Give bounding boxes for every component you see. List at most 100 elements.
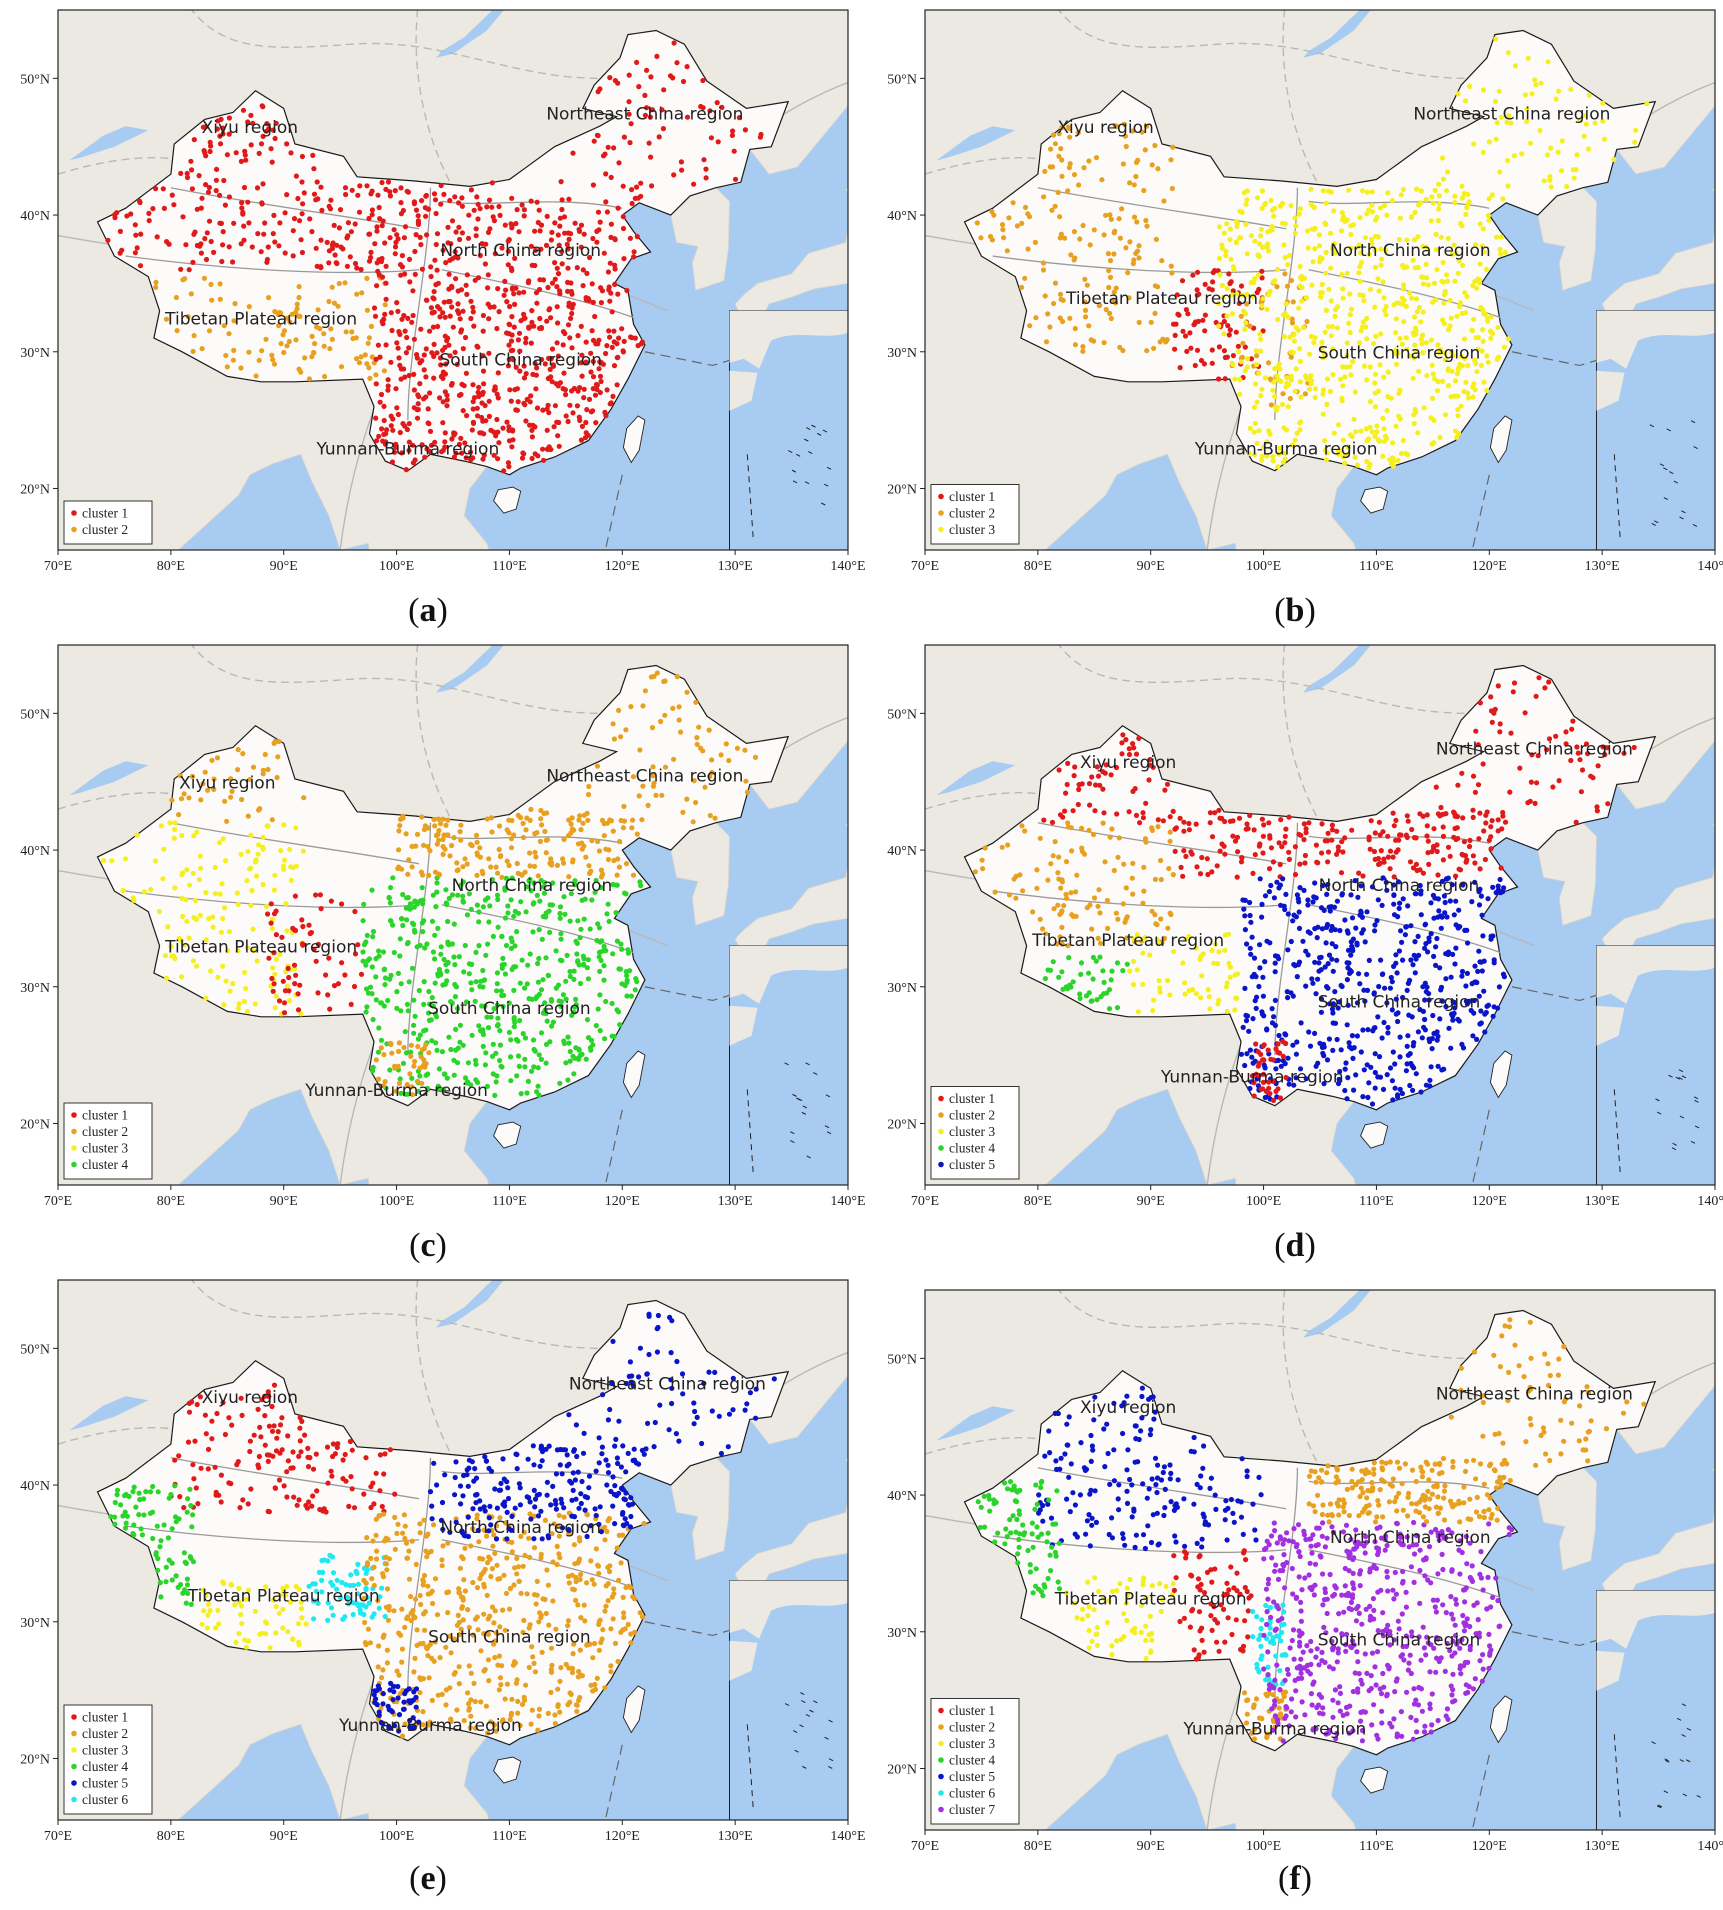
station-point	[601, 943, 607, 949]
station-point	[299, 1615, 305, 1621]
station-point	[1423, 261, 1429, 267]
station-point	[449, 380, 455, 387]
station-point	[1019, 284, 1025, 290]
station-point	[1411, 412, 1417, 418]
station-point	[413, 232, 419, 238]
station-point	[1123, 143, 1129, 150]
station-point	[462, 1075, 469, 1081]
station-point	[1169, 270, 1175, 276]
station-point	[1292, 230, 1298, 236]
station-point	[1277, 861, 1283, 868]
station-point	[1259, 816, 1265, 822]
station-point	[596, 925, 603, 931]
station-point	[698, 103, 704, 110]
station-point	[288, 864, 294, 870]
station-point	[1131, 257, 1137, 263]
station-point	[1344, 960, 1350, 966]
station-point	[325, 1617, 331, 1623]
station-point	[623, 861, 630, 867]
station-point	[1059, 879, 1065, 885]
station-point	[1086, 970, 1092, 976]
station-point	[475, 389, 481, 395]
station-point	[197, 912, 203, 918]
station-point	[470, 382, 476, 388]
station-point	[1282, 255, 1288, 261]
station-point	[1485, 896, 1491, 902]
station-point	[520, 820, 526, 826]
station-point	[545, 973, 552, 979]
station-point	[508, 1054, 514, 1060]
station-point	[486, 919, 492, 925]
station-point	[574, 403, 581, 409]
station-point	[1381, 1019, 1387, 1026]
station-point	[543, 242, 550, 248]
station-point	[1306, 820, 1312, 826]
station-point	[307, 216, 313, 222]
station-point	[1320, 355, 1326, 361]
station-point	[228, 776, 234, 782]
y-tick-label: 50°N	[887, 72, 917, 87]
station-point	[399, 916, 405, 922]
station-point	[212, 891, 218, 897]
station-point	[1583, 741, 1590, 747]
station-point	[282, 857, 288, 863]
station-point	[311, 191, 318, 197]
station-point	[266, 295, 272, 301]
station-point	[1390, 1097, 1396, 1103]
station-point	[1365, 1027, 1371, 1033]
station-point	[402, 271, 408, 277]
station-point	[332, 252, 338, 258]
station-point	[1474, 285, 1480, 291]
station-point	[414, 1078, 421, 1084]
station-point	[475, 413, 481, 419]
station-point	[1545, 59, 1551, 65]
station-point	[398, 1008, 404, 1014]
station-point	[537, 898, 543, 904]
station-point	[287, 319, 293, 325]
station-point	[502, 278, 508, 284]
station-point	[1385, 394, 1391, 400]
station-point	[630, 872, 637, 878]
station-point	[1369, 241, 1375, 247]
station-point	[1275, 316, 1281, 323]
station-point	[1077, 991, 1083, 997]
station-point	[442, 444, 448, 450]
station-point	[1090, 954, 1096, 960]
station-point	[383, 342, 389, 348]
station-point	[589, 328, 595, 334]
station-point	[404, 426, 410, 433]
station-point	[1396, 905, 1402, 911]
station-point	[240, 107, 247, 113]
station-point	[508, 347, 514, 354]
station-point	[552, 403, 558, 409]
station-point	[1087, 802, 1093, 808]
station-point	[1381, 295, 1387, 301]
station-point	[1364, 377, 1370, 383]
y-tick-label: 50°N	[20, 72, 50, 87]
station-point	[311, 166, 317, 172]
station-point	[334, 1444, 340, 1451]
station-point	[404, 334, 410, 341]
station-point	[313, 892, 319, 898]
station-point	[313, 958, 319, 964]
station-point	[434, 841, 440, 847]
station-point	[268, 920, 274, 926]
station-point	[1244, 941, 1250, 947]
station-point	[1510, 689, 1516, 695]
station-point	[1312, 394, 1318, 401]
station-point	[285, 1629, 291, 1635]
station-point	[1372, 830, 1378, 836]
station-point	[1344, 340, 1350, 346]
station-point	[573, 1045, 579, 1051]
station-point	[1256, 253, 1262, 259]
station-point	[1390, 1049, 1396, 1055]
station-point	[439, 449, 445, 455]
station-point	[1275, 1041, 1281, 1047]
station-point	[1071, 229, 1077, 235]
station-point	[411, 336, 417, 342]
station-point	[264, 256, 270, 263]
station-point	[1383, 312, 1389, 318]
station-point	[1199, 973, 1205, 979]
station-point	[590, 358, 596, 365]
